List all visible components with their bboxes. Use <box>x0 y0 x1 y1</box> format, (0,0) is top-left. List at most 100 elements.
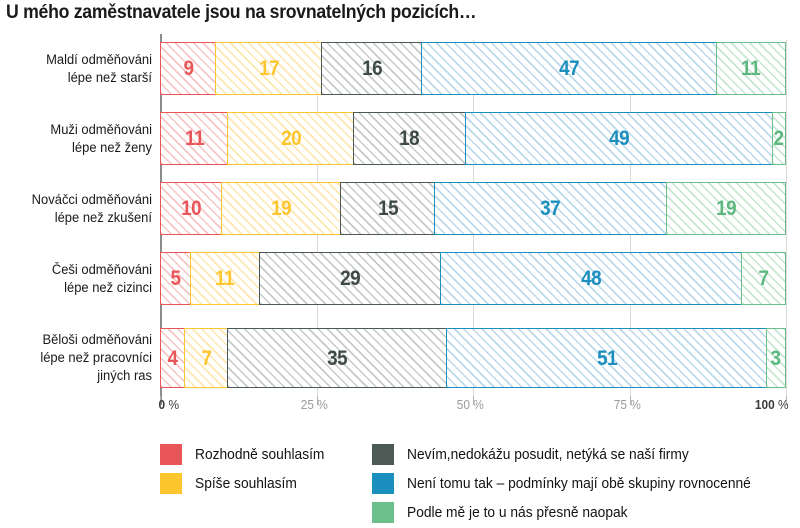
bar-segment[interactable]: 9 <box>160 42 217 95</box>
legend-item[interactable]: Spíše souhlasím <box>160 469 331 498</box>
x-axis-tick-label: 0 % <box>158 398 180 412</box>
bar-segment-value: 17 <box>258 57 280 80</box>
legend-item-label: Není tomu tak – podmínky mají obě skupin… <box>407 475 751 492</box>
bar-segment-value: 35 <box>327 346 349 370</box>
bar-row[interactable]: 9 17 16 47 11 <box>160 42 786 95</box>
x-axis-tick-label: 25 % <box>300 398 328 412</box>
legend-item-label: Rozhodně souhlasím <box>195 446 325 463</box>
legend-swatch-blue <box>372 473 394 494</box>
bar-segment[interactable]: 2 <box>771 112 786 165</box>
legend-item[interactable]: Rozhodně souhlasím <box>160 440 331 469</box>
bar-segment[interactable]: 7 <box>183 328 229 388</box>
bar-segment-value: 5 <box>170 267 182 290</box>
bar-segment[interactable]: 17 <box>214 42 323 95</box>
bar-segment-value: 3 <box>770 346 782 370</box>
bar-segment[interactable]: 47 <box>421 42 718 95</box>
category-label-line: Maldí odměňováni <box>46 51 152 67</box>
bar-segment-value: 47 <box>559 57 580 80</box>
bar-row[interactable]: 4 7 35 51 3 <box>160 328 786 388</box>
bar-segment[interactable]: 11 <box>715 42 786 95</box>
legend-item[interactable]: Podle mě je to u nás přesně naopak <box>372 498 769 527</box>
category-label-line: Češi odměňováni <box>51 261 152 277</box>
x-axis-tick-mark <box>473 396 474 405</box>
bar-segment-value: 49 <box>609 127 630 150</box>
bar-segment[interactable]: 48 <box>440 252 743 305</box>
bar-segment-value: 4 <box>167 346 178 370</box>
y-axis-category-label: Maldí odměňováni lépe než starší <box>8 51 152 87</box>
bar-segment[interactable]: 5 <box>160 252 192 305</box>
bar-segment-value: 7 <box>758 267 769 290</box>
bar-segment-value: 7 <box>201 346 212 370</box>
bar-segment-value: 20 <box>280 127 302 150</box>
x-axis-tick-label: 75 % <box>613 398 641 412</box>
bar-segment-value: 2 <box>773 127 785 150</box>
y-axis-category-label: Češi odměňováni lépe než cizinci <box>8 261 152 297</box>
x-axis-tick-mark <box>160 396 161 405</box>
bar-segment[interactable]: 19 <box>665 182 786 235</box>
bar-segment[interactable]: 16 <box>321 42 423 95</box>
gridline <box>786 40 787 396</box>
category-label-line: lépe než starší <box>67 69 152 85</box>
bar-segment[interactable]: 15 <box>340 182 436 235</box>
category-label-line: lépe než ženy <box>72 139 152 155</box>
bar-row[interactable]: 11 20 18 49 2 <box>160 112 786 165</box>
bar-segment-value: 11 <box>184 127 205 150</box>
bar-segment[interactable]: 49 <box>465 112 774 165</box>
x-axis-tick-labels: 0 % 25 % 50 % 75 % 100 % <box>0 398 800 418</box>
x-axis-tick-label: 100 % <box>754 398 789 412</box>
legend-item[interactable]: Nevím,nedokážu posudit, netýká se naší f… <box>372 440 769 469</box>
bar-segment-value: 10 <box>181 197 202 220</box>
legend-item-label: Podle mě je to u nás přesně naopak <box>407 504 628 521</box>
category-label-line: Muži odměňováni <box>50 121 152 137</box>
bar-segment-value: 9 <box>183 57 194 80</box>
legend-swatch-yellow <box>160 473 182 494</box>
bar-segment[interactable]: 35 <box>227 328 448 388</box>
legend-item-label: Spíše souhlasím <box>195 475 297 492</box>
bar-segment[interactable]: 19 <box>221 182 342 235</box>
bar-segment[interactable]: 51 <box>446 328 768 388</box>
bar-segment[interactable]: 3 <box>765 328 786 388</box>
bar-segment-value: 16 <box>361 57 383 80</box>
legend-swatch-green <box>372 502 394 523</box>
chart-plot-area: 9 17 16 47 11 11 20 18 49 2 10 19 15 37 19 5 11 29 48 7 4 7 35… <box>160 34 787 405</box>
bar-segment[interactable]: 11 <box>160 112 229 165</box>
bar-segment-value: 29 <box>340 267 361 290</box>
bar-segment[interactable]: 10 <box>160 182 223 235</box>
legend-item[interactable]: Není tomu tak – podmínky mají obě skupin… <box>372 469 769 498</box>
y-axis-category-label: Běloši odměňováni lépe než pracovníci jiný… <box>8 331 152 385</box>
bar-segment-value: 19 <box>271 197 292 220</box>
y-axis-category-labels: Maldí odměňováni lépe než starší Muži odmě… <box>0 40 152 396</box>
category-label-line: Běloši odměňováni <box>42 332 152 347</box>
legend-swatch-red <box>160 444 182 465</box>
x-axis-tick-mark <box>629 396 631 405</box>
bar-segment-value: 18 <box>399 127 421 150</box>
bar-segment[interactable]: 4 <box>160 328 186 388</box>
bar-row[interactable]: 10 19 15 37 19 <box>160 182 786 235</box>
bar-segment-value: 48 <box>581 267 602 290</box>
x-axis-tick-mark <box>316 396 318 405</box>
bar-segment[interactable]: 7 <box>740 252 786 305</box>
bar-segment-value: 37 <box>540 197 561 220</box>
bar-segment[interactable]: 37 <box>433 182 668 235</box>
bar-segment[interactable]: 20 <box>227 112 355 165</box>
legend-column-right: Nevím,nedokážu posudit, netýká se naší f… <box>372 440 769 527</box>
bar-segment[interactable]: 29 <box>258 252 442 305</box>
page-title: U mého zaměstnavatele jsou na srovnateln… <box>6 2 477 23</box>
x-axis-tick-label: 50 % <box>456 398 484 412</box>
bar-segment[interactable]: 11 <box>189 252 261 305</box>
y-axis-category-label: Nováčci odměňováni lépe než zkušení <box>8 191 152 227</box>
bar-row[interactable]: 5 11 29 48 7 <box>160 252 786 305</box>
category-label-line: jiných ras <box>97 368 152 383</box>
legend-item-label: Nevím,nedokážu posudit, netýká se naší f… <box>407 446 689 463</box>
category-label-line: Nováčci odměňováni <box>31 191 153 207</box>
category-label-line: lépe než pracovníci <box>40 350 153 365</box>
category-label-line: lépe než zkušení <box>54 209 152 225</box>
chart-legend: Rozhodně souhlasím Spíše souhlasím Nevím,… <box>0 440 800 528</box>
bar-segment-value: 15 <box>377 197 399 220</box>
legend-column-left: Rozhodně souhlasím Spíše souhlasím <box>160 440 331 498</box>
legend-swatch-darkgray <box>372 444 394 465</box>
bar-segment-value: 19 <box>715 197 737 220</box>
bar-segment-value: 11 <box>215 267 235 290</box>
bar-segment[interactable]: 18 <box>352 112 467 165</box>
category-label-line: lépe než cizinci <box>64 279 152 295</box>
